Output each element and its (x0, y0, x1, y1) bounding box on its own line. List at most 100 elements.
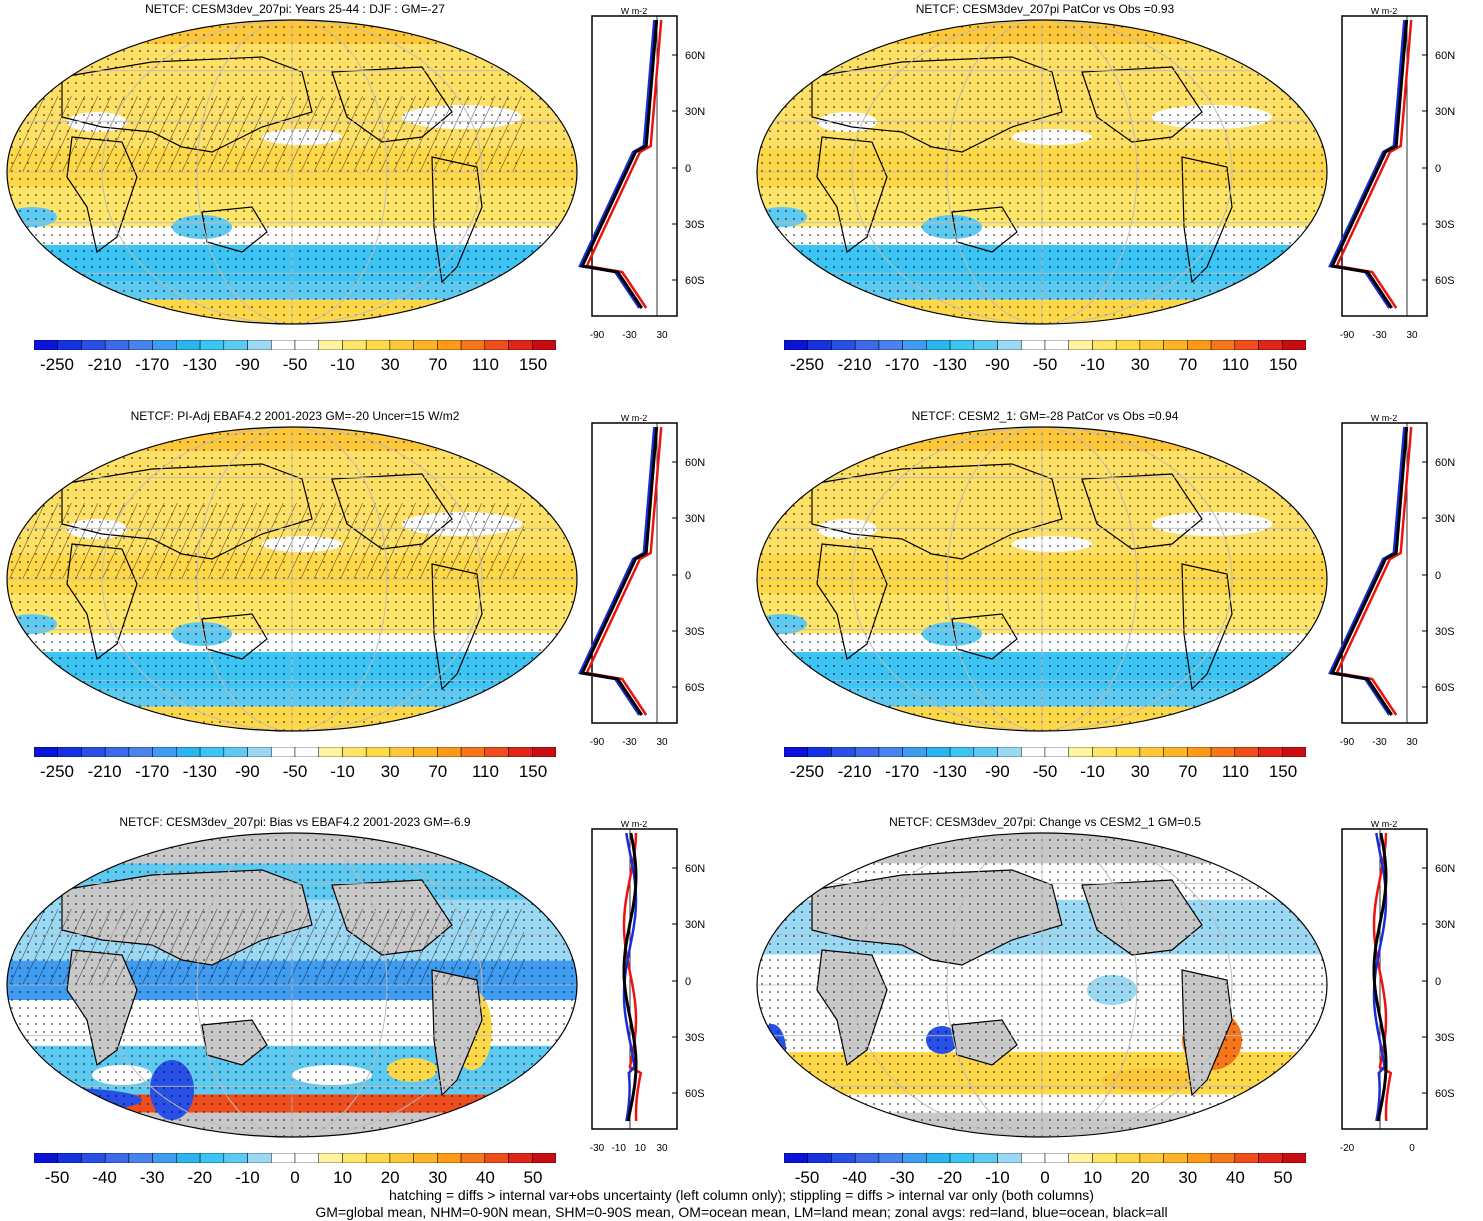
colorbar-tick-label: -210 (87, 355, 122, 374)
zonal-lat-label: 30S (685, 1032, 705, 1044)
colorbar-tick-label: -250 (39, 762, 75, 781)
zonal-xtick-label: -30 (622, 330, 637, 341)
colorbar-tick-label: -130 (932, 762, 967, 781)
colorbar-swatch (318, 340, 343, 350)
colorbar-swatch (997, 747, 1022, 757)
colorbar-swatch (807, 747, 832, 757)
colorbar-swatch (437, 747, 462, 757)
colorbar-tick-label: -170 (885, 762, 920, 781)
zonal-xtick-label: -90 (590, 330, 605, 341)
colorbar-tick-label: -40 (92, 1168, 117, 1187)
zonal-lat-label: 60N (685, 863, 705, 875)
zonal-xtick-label: -90 (1340, 330, 1355, 341)
zonal-lat-label: 60S (685, 682, 705, 694)
colorbar-tick-label: 70 (428, 355, 448, 374)
colorbar-swatch (342, 1153, 367, 1163)
zonal-units-label: W m-2 (621, 821, 648, 829)
zonal-lat-label: 60N (1435, 863, 1455, 875)
colorbar-swatch (484, 1153, 509, 1163)
zonal-lat-label: 30N (1435, 919, 1455, 931)
zonal-lat-label: 30S (1435, 219, 1455, 231)
colorbar-swatch (1115, 340, 1141, 350)
colorbar-swatch (902, 1153, 927, 1163)
colorbar-swatch (199, 747, 225, 757)
colorbar-tick-label: -250 (39, 355, 75, 374)
zonal-xtick-label: 30 (656, 1143, 668, 1154)
colorbar-swatch (1282, 340, 1306, 350)
colorbar-swatch (1021, 340, 1046, 350)
colorbar-swatch (294, 747, 319, 757)
zonal-xtick-label: -30 (590, 1143, 605, 1154)
zonal-xtick-label: -30 (1372, 737, 1387, 748)
colorbar-swatch (81, 340, 106, 350)
colorbar-swatch (34, 340, 58, 350)
colorbar-tick-label: 10 (1083, 1168, 1103, 1187)
colorbar-swatch (294, 340, 319, 350)
colorbar-swatch (1234, 747, 1259, 757)
colorbar-swatch (1258, 1153, 1283, 1163)
colorbar-swatch (389, 1153, 414, 1163)
colorbar-tick-label: -10 (330, 762, 355, 781)
colorbar-swatch (508, 747, 533, 757)
zonal-lat-label: 0 (1435, 976, 1441, 988)
zonal-average-plot: W m-2 60N 30N 0 30S 60S -90 -30 30 (1328, 415, 1455, 748)
colorbar-tick-label: -210 (837, 762, 872, 781)
colorbar (34, 1153, 556, 1163)
colorbar-tick-label: -50 (1032, 355, 1058, 374)
colorbar-tick-label: -90 (985, 355, 1010, 374)
colorbar-swatch (878, 1153, 903, 1163)
colorbar-swatch (318, 747, 343, 757)
colorbar-tick-label: 10 (333, 1168, 353, 1187)
colorbar-swatch (1139, 747, 1164, 757)
zonal-mean-line (580, 19, 659, 309)
colorbar-tick-label: 110 (1221, 762, 1249, 781)
colorbar-swatch (1163, 747, 1188, 757)
colorbar-swatch (831, 340, 856, 350)
colorbar-tick-label: 0 (290, 1168, 300, 1187)
colorbar-swatch (1068, 747, 1093, 757)
colorbar-tick-labels: -50 -40 -30 -20 -10 0 10 20 30 40 50 (34, 1168, 556, 1190)
colorbar-tick-label: -210 (837, 355, 872, 374)
colorbar-swatch (199, 1153, 225, 1163)
colorbar-tick-label: -130 (182, 762, 217, 781)
zonal-lat-label: 60S (1435, 682, 1455, 694)
colorbar-swatch (1187, 340, 1212, 350)
zonal-mean-line (584, 426, 663, 716)
colorbar-swatch (949, 747, 975, 757)
colorbar-tick-label: -90 (985, 762, 1010, 781)
colorbar-swatch (271, 747, 296, 757)
colorbar-swatch (318, 1153, 343, 1163)
colorbar-swatch (413, 1153, 438, 1163)
colorbar-swatch (973, 340, 998, 350)
colorbar-tick-label: -170 (885, 355, 920, 374)
footer-note-hatching: hatching = diffs > internal var+obs unce… (389, 1187, 1094, 1203)
colorbar-swatch (223, 1153, 248, 1163)
zonal-xtick-label: -10 (611, 1143, 626, 1154)
colorbar-tick-label: 30 (380, 355, 400, 374)
zonal-lat-label: 30N (1435, 106, 1455, 118)
zonal-frame (591, 422, 678, 724)
colorbar-tick-label: -250 (789, 762, 825, 781)
zonal-xtick-label: 30 (656, 737, 668, 748)
colorbar-swatch (902, 340, 927, 350)
zonal-units-label: W m-2 (621, 415, 648, 423)
colorbar-swatch (152, 747, 177, 757)
colorbar-tick-label: -10 (1080, 762, 1105, 781)
colorbar-tick-label: 70 (1178, 762, 1198, 781)
zonal-mean-line (1330, 19, 1409, 309)
colorbar-swatch (508, 340, 533, 350)
colorbar-swatch (152, 1153, 177, 1163)
colorbar-swatch (1044, 340, 1069, 350)
colorbar-swatch (973, 747, 998, 757)
zonal-lat-label: 30S (685, 626, 705, 638)
colorbar-tick-label: -10 (1080, 355, 1105, 374)
colorbar-swatch (1210, 340, 1236, 350)
colorbar (784, 340, 1306, 350)
colorbar-swatch (973, 1153, 998, 1163)
colorbar-swatch (128, 747, 153, 757)
colorbar-swatch (532, 1153, 556, 1163)
zonal-lat-label: 60N (1435, 457, 1455, 469)
colorbar-swatch (854, 340, 880, 350)
zonal-units-label: W m-2 (621, 8, 648, 16)
colorbar-swatch (1187, 1153, 1212, 1163)
